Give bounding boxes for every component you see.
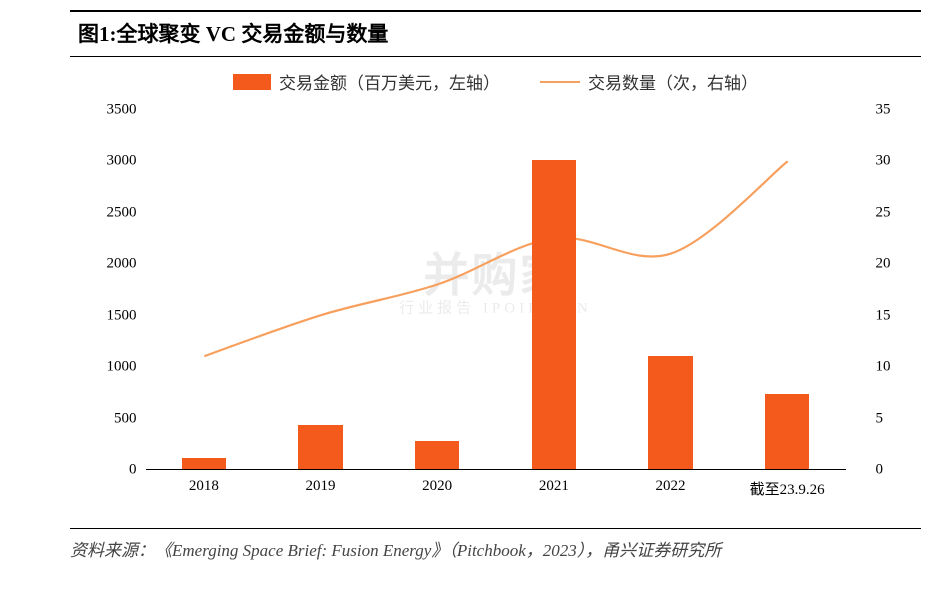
y-right-tick: 20 xyxy=(876,256,891,273)
chart-title: 图1:全球聚变 VC 交易金额与数量 xyxy=(78,18,913,48)
source-text: 资料来源：《Emerging Space Brief: Fusion Energ… xyxy=(70,535,921,567)
legend-bar-item: 交易金额（百万美元，左轴） xyxy=(233,69,500,94)
y-right-tick: 25 xyxy=(876,204,891,221)
y-right-tick: 35 xyxy=(876,102,891,119)
y-right-tick: 30 xyxy=(876,153,891,170)
y-left-tick: 2500 xyxy=(107,204,137,221)
y-right-tick: 5 xyxy=(876,410,884,427)
y-left-tick: 500 xyxy=(114,410,137,427)
chart-title-wrap: 图1:全球聚变 VC 交易金额与数量 xyxy=(70,10,921,57)
bar xyxy=(182,458,226,469)
y-left-tick: 3000 xyxy=(107,153,137,170)
footer-rule xyxy=(70,528,921,529)
y-axis-left: 0500100015002000250030003500 xyxy=(86,100,141,470)
legend-line-label: 交易数量（次，右轴） xyxy=(588,69,758,94)
y-left-tick: 0 xyxy=(129,462,137,479)
y-left-tick: 3500 xyxy=(107,102,137,119)
bar xyxy=(765,394,809,469)
legend-bar-label: 交易金额（百万美元，左轴） xyxy=(279,69,500,94)
chart-area: 0 500 1000 1500 2000 2500 3000 3500 并购家 行业报告 IP… xyxy=(86,100,906,510)
line-path xyxy=(204,161,787,356)
y-right-tick: 10 xyxy=(876,359,891,376)
bar xyxy=(648,356,692,469)
bar xyxy=(532,160,576,469)
y-left-tick: 1500 xyxy=(107,307,137,324)
line-series xyxy=(146,110,846,469)
bar-swatch-icon xyxy=(233,74,271,90)
x-tick: 2022 xyxy=(656,478,686,495)
legend: 交易金额（百万美元，左轴） 交易数量（次，右轴） xyxy=(70,69,921,94)
y-right-tick: 0 xyxy=(876,462,884,479)
x-tick: 2018 xyxy=(189,478,219,495)
y-left-tick: 1000 xyxy=(107,359,137,376)
x-tick: 截至23.9.26 xyxy=(750,478,825,499)
y-axis-right: 05101520253035 xyxy=(866,100,906,470)
y-left-tick: 2000 xyxy=(107,256,137,273)
legend-line-item: 交易数量（次，右轴） xyxy=(540,69,758,94)
line-swatch-icon xyxy=(540,81,580,83)
plot-region: 并购家 行业报告 IPOIPO.CN xyxy=(146,110,846,470)
x-tick: 2020 xyxy=(422,478,452,495)
x-axis: 2018 2019 2020 2021 2022 截至23.9.26 xyxy=(146,472,846,502)
x-tick: 2021 xyxy=(539,478,569,495)
x-tick: 2019 xyxy=(306,478,336,495)
bar xyxy=(298,425,342,469)
bar xyxy=(415,441,459,469)
y-right-tick: 15 xyxy=(876,307,891,324)
